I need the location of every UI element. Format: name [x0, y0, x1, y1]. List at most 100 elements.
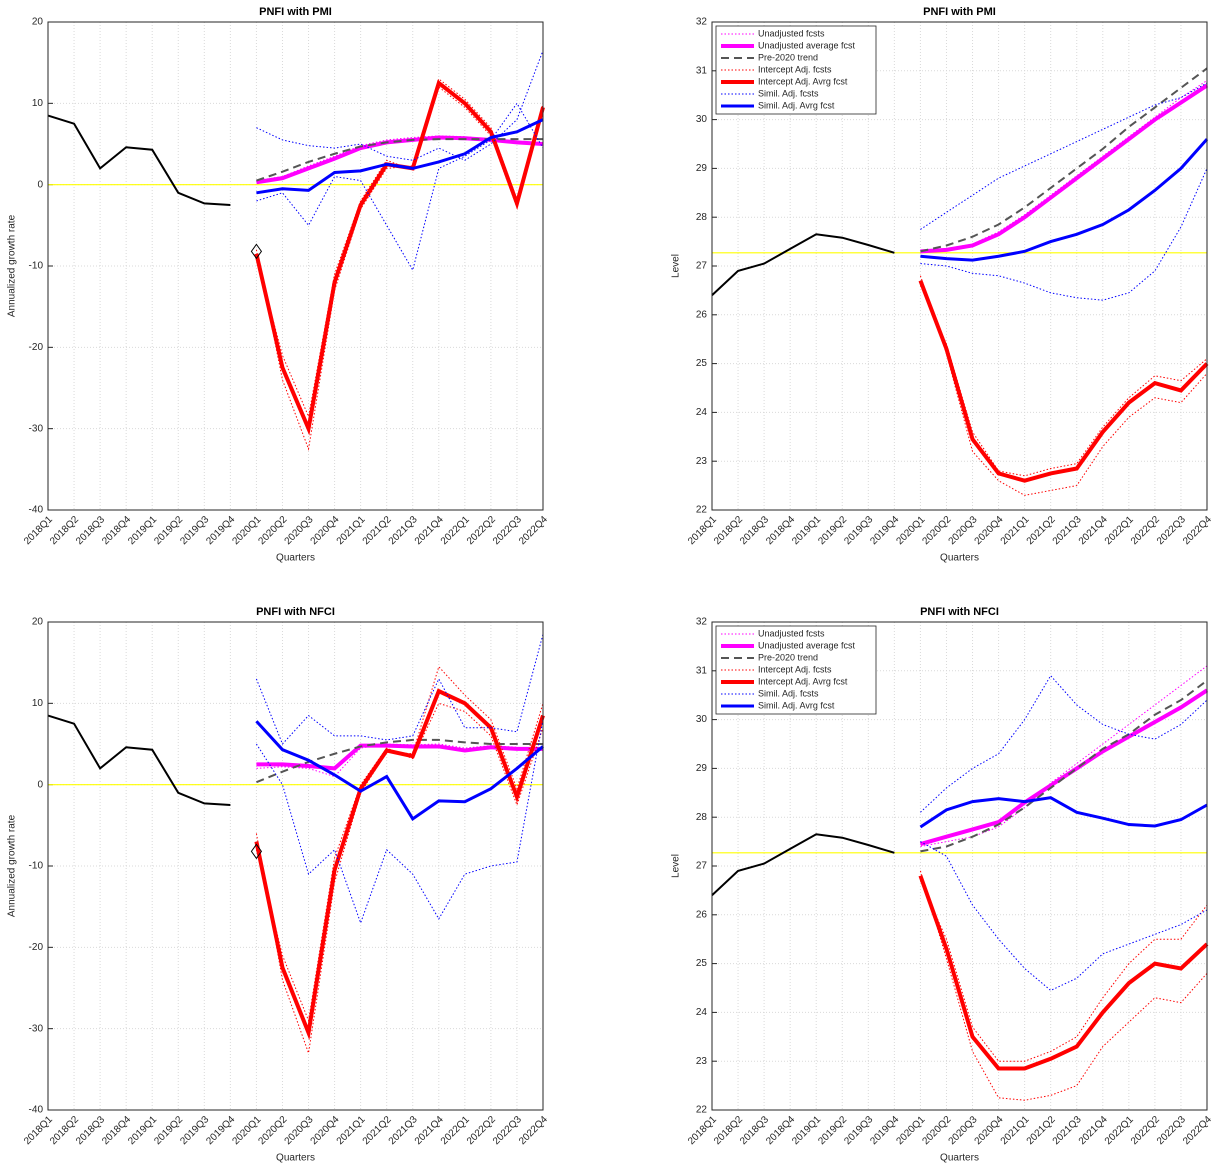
chart-title: PNFI with NFCI — [256, 606, 335, 618]
marker — [250, 243, 263, 260]
plot-area — [48, 22, 543, 510]
y-tick-label: 30 — [696, 114, 708, 125]
y-tick-label: 28 — [696, 812, 708, 823]
x-tick-label: 2022Q4 — [1181, 1114, 1214, 1147]
y-tick-label: 31 — [696, 65, 708, 76]
y-tick-label: 25 — [696, 958, 708, 969]
panel: 22232425262728293031322018Q12018Q22018Q3… — [671, 606, 1215, 1164]
panel: -40-30-20-10010202018Q12018Q22018Q32018Q… — [7, 606, 551, 1164]
series-line — [919, 880, 1208, 1062]
y-tick-label: 20 — [32, 17, 44, 28]
legend-label: Unadjusted fcsts — [758, 628, 825, 638]
legend-label: Intercept Adj. Avrg fcst — [758, 676, 848, 686]
y-tick-label: 32 — [696, 17, 708, 28]
x-axis-label: Quarters — [276, 1153, 315, 1164]
y-tick-label: -20 — [29, 942, 44, 953]
series-line — [711, 833, 895, 897]
x-tick-label: 2022Q4 — [517, 1114, 550, 1147]
legend-label: Intercept Adj. fcsts — [758, 64, 832, 74]
legend-label: Unadjusted fcsts — [758, 28, 825, 38]
series-line — [255, 720, 544, 821]
y-tick-label: 10 — [32, 98, 44, 109]
chart-title: PNFI with PMI — [259, 6, 332, 18]
axes-frame — [47, 621, 544, 1111]
y-tick-label: 26 — [696, 909, 708, 920]
series-line — [47, 114, 231, 206]
series-line — [920, 674, 1208, 813]
series-line — [920, 67, 1208, 253]
y-tick-label: 24 — [696, 407, 708, 418]
series-line — [711, 233, 895, 297]
y-tick-label: 23 — [696, 456, 708, 467]
panel: 22232425262728293031322018Q12018Q22018Q3… — [671, 6, 1215, 564]
axes-frame — [711, 621, 1208, 1111]
series-line — [918, 875, 1209, 1071]
y-tick-label: 0 — [37, 779, 43, 790]
y-axis-label: Annualized growth rate — [7, 814, 18, 917]
legend: Unadjusted fcsts Unadjusted average fcst P… — [715, 625, 877, 715]
y-tick-label: 10 — [32, 698, 44, 709]
y-tick-label: 30 — [696, 714, 708, 725]
series-line — [919, 870, 1208, 1101]
y-tick-label: 29 — [696, 763, 708, 774]
legend-label: Pre-2020 trend — [758, 52, 818, 62]
series-line — [919, 796, 1208, 829]
y-tick-label: 25 — [696, 358, 708, 369]
y-tick-label: 22 — [696, 1105, 708, 1116]
y-tick-label: 32 — [696, 617, 708, 628]
series-line — [255, 634, 544, 745]
y-tick-label: 27 — [696, 861, 708, 872]
series-line — [47, 714, 231, 806]
y-tick-label: 27 — [696, 261, 708, 272]
y-axis-label: Level — [671, 854, 682, 878]
x-tick-label: 2022Q4 — [517, 514, 550, 547]
x-axis-label: Quarters — [276, 553, 315, 564]
legend-label: Simil. Adj. Avrg fcst — [758, 700, 835, 710]
y-tick-label: 28 — [696, 212, 708, 223]
series-line — [920, 168, 1208, 301]
series-line — [920, 138, 1209, 262]
axes-frame — [47, 21, 544, 511]
series-line — [256, 102, 544, 272]
series-line — [256, 138, 543, 182]
y-tick-label: 0 — [37, 179, 43, 190]
marker — [250, 843, 263, 860]
y-axis-label: Annualized growth rate — [7, 214, 18, 317]
series-line — [920, 83, 1209, 254]
y-tick-label: -30 — [29, 1023, 44, 1034]
legend-label: Intercept Adj. fcsts — [758, 664, 832, 674]
y-tick-label: 29 — [696, 163, 708, 174]
legend-label: Unadjusted average fcst — [758, 640, 856, 650]
series-line — [254, 688, 545, 1041]
legend-label: Unadjusted average fcst — [758, 40, 856, 50]
y-tick-label: -30 — [29, 423, 44, 434]
legend-label: Pre-2020 trend — [758, 652, 818, 662]
series-line — [920, 679, 1208, 853]
legend-label: Intercept Adj. Avrg fcst — [758, 76, 848, 86]
axes-frame — [711, 21, 1208, 511]
series-line — [920, 841, 1208, 992]
x-axis-label: Quarters — [940, 553, 979, 564]
y-tick-label: -10 — [29, 261, 44, 272]
series-line — [256, 738, 543, 784]
legend-label: Simil. Adj. fcsts — [758, 88, 819, 98]
series-line — [255, 719, 544, 925]
y-tick-label: -40 — [29, 505, 44, 516]
x-tick-label: 2022Q4 — [1181, 514, 1214, 547]
y-tick-label: -40 — [29, 1105, 44, 1116]
y-axis-label: Level — [671, 254, 682, 278]
series-line — [256, 118, 544, 195]
series-line — [920, 665, 1208, 847]
y-tick-label: 26 — [696, 309, 708, 320]
x-axis-label: Quarters — [940, 1153, 979, 1164]
series-line — [918, 279, 1209, 483]
legend-label: Simil. Adj. Avrg fcst — [758, 100, 835, 110]
legend-label: Simil. Adj. fcsts — [758, 688, 819, 698]
panel: -40-30-20-10010202018Q12018Q22018Q32018Q… — [7, 6, 551, 564]
y-tick-label: 24 — [696, 1007, 708, 1018]
y-tick-label: -10 — [29, 861, 44, 872]
chart-title: PNFI with NFCI — [920, 606, 999, 618]
y-tick-label: -20 — [29, 342, 44, 353]
